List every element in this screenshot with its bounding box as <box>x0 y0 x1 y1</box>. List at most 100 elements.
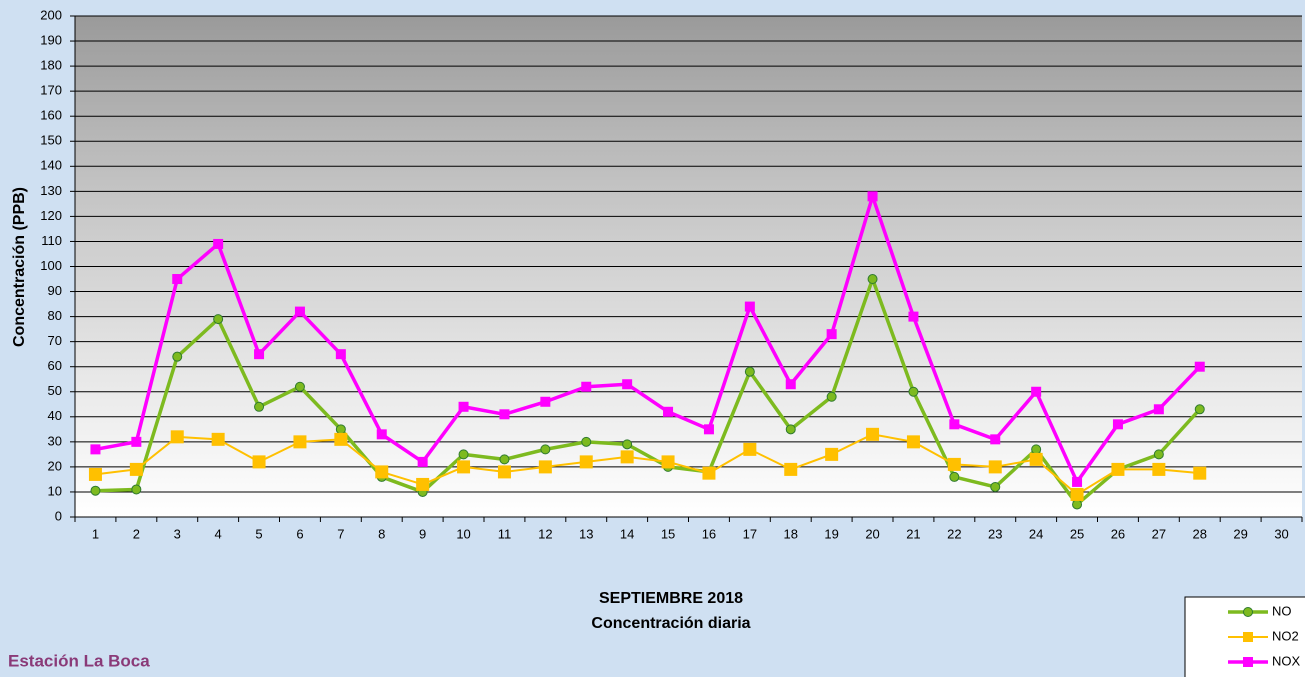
data-point <box>336 425 345 434</box>
data-point <box>1153 463 1165 475</box>
y-tick-label: 170 <box>40 83 62 98</box>
y-tick-label: 190 <box>40 32 62 47</box>
x-tick-label: 4 <box>215 526 222 541</box>
legend-label: NO <box>1272 603 1292 618</box>
x-tick-label: 5 <box>255 526 262 541</box>
data-point <box>623 380 632 389</box>
x-tick-label: 30 <box>1274 526 1288 541</box>
x-tick-label: 14 <box>620 526 634 541</box>
chart-subtitle: Concentración diaria <box>591 615 750 632</box>
data-point <box>664 407 673 416</box>
data-point <box>500 455 509 464</box>
y-tick-label: 20 <box>48 458 62 473</box>
data-point <box>91 445 100 454</box>
data-point <box>212 433 224 445</box>
data-point <box>541 397 550 406</box>
x-tick-label: 6 <box>296 526 303 541</box>
x-tick-label: 12 <box>538 526 552 541</box>
data-point <box>295 382 304 391</box>
data-point <box>868 275 877 284</box>
y-tick-label: 110 <box>41 233 62 248</box>
y-tick-label: 10 <box>48 483 62 498</box>
data-point <box>459 402 468 411</box>
x-tick-label: 23 <box>988 526 1002 541</box>
data-point <box>255 402 264 411</box>
x-tick-label: 20 <box>865 526 879 541</box>
data-point <box>173 275 182 284</box>
data-point <box>295 307 304 316</box>
x-tick-label: 2 <box>133 526 140 541</box>
data-point <box>623 440 632 449</box>
data-point <box>417 478 429 490</box>
y-tick-label: 80 <box>48 308 62 323</box>
data-point <box>948 458 960 470</box>
data-point <box>541 445 550 454</box>
x-tick-label: 9 <box>419 526 426 541</box>
data-point <box>989 461 1001 473</box>
chart-title: SEPTIEMBRE 2018 <box>599 590 743 607</box>
data-point <box>1194 467 1206 479</box>
data-point <box>867 428 879 440</box>
data-point <box>173 352 182 361</box>
y-tick-label: 70 <box>48 333 62 348</box>
data-point <box>991 435 1000 444</box>
x-tick-label: 8 <box>378 526 385 541</box>
data-point <box>91 486 100 495</box>
x-tick-label: 28 <box>1193 526 1207 541</box>
data-point <box>580 456 592 468</box>
data-point <box>1032 387 1041 396</box>
y-tick-label: 150 <box>40 133 62 148</box>
data-point <box>1154 450 1163 459</box>
data-point <box>907 436 919 448</box>
x-tick-label: 16 <box>702 526 716 541</box>
data-point <box>89 468 101 480</box>
data-point <box>785 463 797 475</box>
data-point <box>786 380 795 389</box>
data-point <box>868 192 877 201</box>
data-point <box>744 443 756 455</box>
data-point <box>582 382 591 391</box>
data-point <box>1073 500 1082 509</box>
x-tick-label: 18 <box>784 526 798 541</box>
data-point <box>1154 405 1163 414</box>
data-point <box>786 425 795 434</box>
data-point <box>418 457 427 466</box>
data-point <box>1195 405 1204 414</box>
x-tick-label: 1 <box>92 526 99 541</box>
data-point <box>703 467 715 479</box>
data-point <box>621 451 633 463</box>
y-tick-label: 180 <box>40 58 62 73</box>
legend-label: NOX <box>1272 653 1301 668</box>
y-tick-label: 90 <box>48 283 62 298</box>
legend-marker <box>1243 657 1253 667</box>
data-point <box>132 485 141 494</box>
data-point <box>459 450 468 459</box>
y-tick-label: 200 <box>40 7 62 22</box>
chart: SEPTIEMBRE 2018 Concentración diaria Est… <box>0 0 1305 677</box>
data-point <box>827 392 836 401</box>
data-point <box>826 448 838 460</box>
x-tick-label: 21 <box>906 526 920 541</box>
data-point <box>458 461 470 473</box>
x-tick-label: 29 <box>1233 526 1247 541</box>
data-point <box>1030 453 1042 465</box>
x-tick-label: 24 <box>1029 526 1043 541</box>
y-tick-label: 160 <box>40 108 62 123</box>
legend-label: NO2 <box>1272 628 1299 643</box>
data-point <box>1032 445 1041 454</box>
y-tick-label: 40 <box>48 408 62 423</box>
y-tick-label: 120 <box>40 208 62 223</box>
x-tick-label: 15 <box>661 526 675 541</box>
x-tick-label: 10 <box>456 526 470 541</box>
y-tick-label: 140 <box>40 158 62 173</box>
data-point <box>1073 477 1082 486</box>
data-point <box>171 431 183 443</box>
page: {"chart_data": {"type": "line", "title":… <box>0 0 1305 677</box>
data-point <box>950 472 959 481</box>
data-point <box>582 437 591 446</box>
x-tick-label: 22 <box>947 526 961 541</box>
data-point <box>950 420 959 429</box>
data-point <box>704 425 713 434</box>
data-point <box>377 430 386 439</box>
data-point <box>539 461 551 473</box>
